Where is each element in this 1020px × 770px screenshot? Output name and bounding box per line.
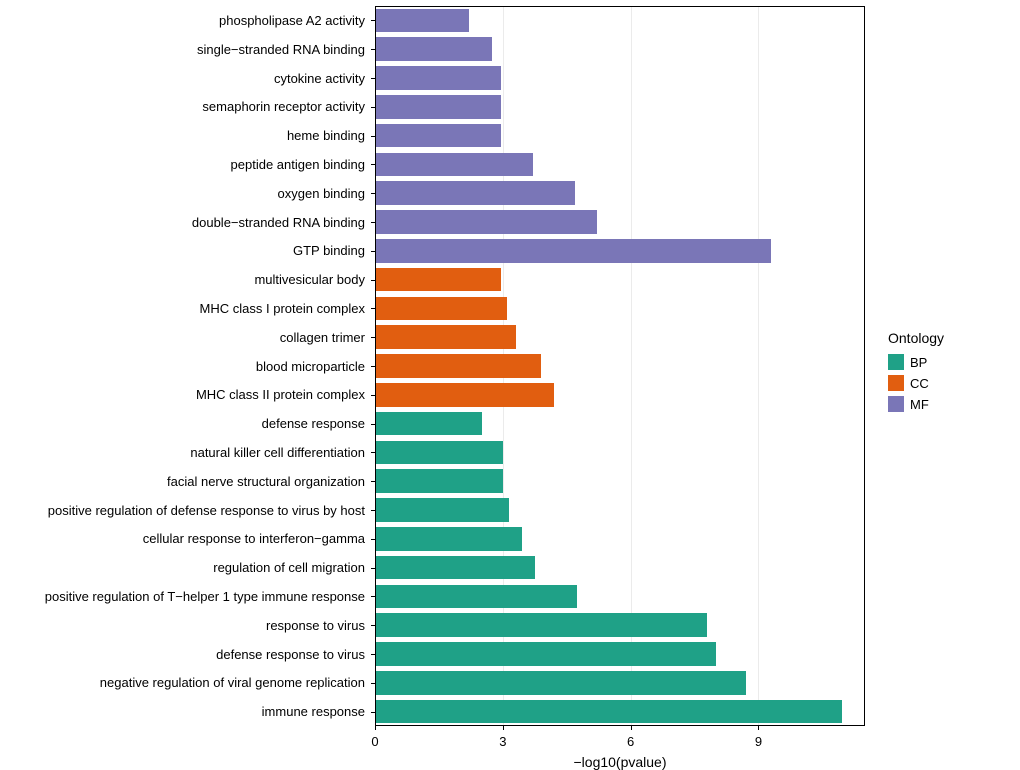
bar: [375, 325, 516, 349]
bar: [375, 613, 707, 637]
y-category-label: oxygen binding: [278, 187, 365, 200]
bar: [375, 383, 554, 407]
y-category-label: negative regulation of viral genome repl…: [100, 676, 365, 689]
y-category-label: regulation of cell migration: [213, 561, 365, 574]
legend-title: Ontology: [888, 330, 944, 346]
bar: [375, 412, 482, 436]
legend-swatch: [888, 354, 904, 370]
bar: [375, 37, 492, 61]
legend-label: MF: [910, 397, 929, 412]
bar: [375, 239, 771, 263]
y-category-label: immune response: [262, 705, 365, 718]
legend-swatch: [888, 375, 904, 391]
bar: [375, 700, 842, 724]
y-category-label: peptide antigen binding: [231, 158, 365, 171]
bar: [375, 124, 501, 148]
legend-item: MF: [888, 396, 944, 412]
bar: [375, 66, 501, 90]
bar: [375, 469, 503, 493]
y-category-label: MHC class II protein complex: [196, 388, 365, 401]
y-category-label: single−stranded RNA binding: [197, 43, 365, 56]
y-category-label: multivesicular body: [254, 273, 365, 286]
bar: [375, 527, 522, 551]
x-tick-label: 6: [627, 734, 634, 749]
bar: [375, 268, 501, 292]
legend-label: BP: [910, 355, 927, 370]
gridline: [758, 6, 759, 726]
legend-item: CC: [888, 375, 944, 391]
bar: [375, 585, 577, 609]
y-category-label: semaphorin receptor activity: [202, 100, 365, 113]
bar: [375, 441, 503, 465]
y-category-label: response to virus: [266, 619, 365, 632]
y-category-label: collagen trimer: [280, 331, 365, 344]
bar: [375, 9, 469, 33]
y-category-label: natural killer cell differentiation: [190, 446, 365, 459]
y-category-label: defense response: [262, 417, 365, 430]
bar: [375, 153, 533, 177]
go-enrichment-chart: Ontology BPCCMF −log10(pvalue) 0369phosp…: [0, 0, 1020, 768]
y-category-label: double−stranded RNA binding: [192, 216, 365, 229]
x-tick: [631, 726, 632, 730]
bar: [375, 95, 501, 119]
bar: [375, 556, 535, 580]
bar: [375, 642, 716, 666]
legend-label: CC: [910, 376, 929, 391]
x-tick: [758, 726, 759, 730]
legend: Ontology BP CC MF: [888, 330, 944, 417]
x-tick: [375, 726, 376, 730]
y-category-label: cellular response to interferon−gamma: [143, 532, 365, 545]
x-tick: [503, 726, 504, 730]
bar: [375, 297, 507, 321]
y-category-label: phospholipase A2 activity: [219, 14, 365, 27]
x-tick-label: 0: [371, 734, 378, 749]
y-category-label: positive regulation of defense response …: [48, 504, 365, 517]
y-category-label: positive regulation of T−helper 1 type i…: [45, 590, 365, 603]
y-category-label: facial nerve structural organization: [167, 475, 365, 488]
bar: [375, 498, 509, 522]
legend-swatch: [888, 396, 904, 412]
legend-item: BP: [888, 354, 944, 370]
x-tick-label: 3: [499, 734, 506, 749]
bar: [375, 181, 575, 205]
bar: [375, 671, 746, 695]
y-category-label: GTP binding: [293, 244, 365, 257]
y-category-label: heme binding: [287, 129, 365, 142]
y-category-label: MHC class I protein complex: [200, 302, 365, 315]
y-category-label: cytokine activity: [274, 72, 365, 85]
y-category-label: blood microparticle: [256, 360, 365, 373]
y-category-label: defense response to virus: [216, 648, 365, 661]
x-tick-label: 9: [755, 734, 762, 749]
bar: [375, 210, 597, 234]
bar: [375, 354, 541, 378]
